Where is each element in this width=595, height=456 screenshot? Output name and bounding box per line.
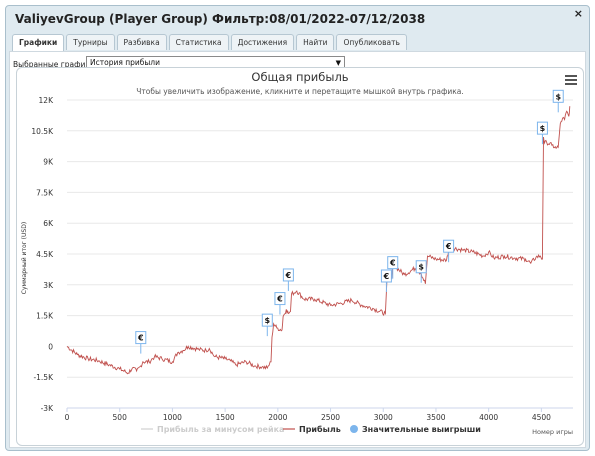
y-tick-label: 6K: [43, 219, 54, 228]
tab-publish[interactable]: Опубликовать: [336, 34, 407, 50]
x-tick-label: 0: [65, 413, 70, 422]
tab-bar: Графики Турниры Разбивка Статистика Дост…: [12, 34, 407, 51]
hamburger-menu-icon[interactable]: [565, 75, 577, 85]
y-tick-label: 7.5K: [36, 188, 54, 197]
legend-item-big-wins[interactable]: Значительные выигрыши: [362, 425, 481, 434]
flag-symbol: €: [389, 259, 396, 268]
big-win-flag[interactable]: €: [387, 256, 399, 279]
big-win-flag[interactable]: €: [274, 292, 286, 315]
chart-select-value: История прибыли: [90, 58, 160, 67]
player-group-window: ValiyevGroup (Player Group) Фильтр:08/01…: [5, 5, 590, 451]
big-win-flag[interactable]: $: [261, 313, 273, 337]
x-tick-label: 2500: [321, 413, 340, 422]
x-tick-label: 2000: [268, 413, 287, 422]
flag-symbol: €: [276, 295, 283, 304]
tab-charts[interactable]: Графики: [12, 34, 65, 51]
chart-container[interactable]: Общая прибыль Чтобы увеличить изображени…: [16, 67, 584, 446]
big-win-flag[interactable]: €: [443, 239, 455, 263]
y-axis-label: Суммарный итог (USD): [21, 222, 28, 294]
big-win-flag[interactable]: €: [135, 331, 147, 354]
y-tick-label: 0: [48, 342, 53, 351]
chart-select-label: Выбранные графики:: [13, 60, 98, 69]
y-tick-label: 9K: [43, 158, 54, 167]
big-win-flag[interactable]: $: [415, 260, 427, 283]
x-tick-label: 1000: [163, 413, 182, 422]
big-win-flag[interactable]: $: [552, 89, 564, 113]
y-tick-label: -3K: [41, 404, 54, 413]
flag-symbol: €: [285, 271, 292, 280]
chart-subtitle: Чтобы увеличить изображение, кликните и …: [136, 87, 464, 96]
y-tick-label: 1.5K: [36, 312, 54, 321]
big-win-flag[interactable]: €: [380, 269, 392, 292]
big-win-flag[interactable]: €: [282, 268, 294, 291]
tab-statistics[interactable]: Статистика: [168, 34, 229, 50]
big-win-flag[interactable]: $: [536, 121, 548, 145]
flag-symbol: $: [555, 92, 561, 101]
y-axis: -3K -1.5K 0 1.5K 3K 4.5K 6K 7.5K 9K 10.5K 12K: [31, 96, 54, 413]
series-line-profit: [66, 106, 571, 375]
flag-symbol: $: [265, 316, 271, 325]
flag-symbol: $: [418, 263, 424, 272]
legend-item-net-profit[interactable]: Прибыль за минусом рейка: [157, 424, 284, 434]
x-axis: 0 500 1000 1500 2000 2500 3000 3500 4000 4500: [65, 407, 573, 422]
legend: Прибыль за минусом рейка Прибыль Значите…: [141, 424, 481, 434]
y-tick-label: 3K: [43, 281, 54, 290]
tab-tournaments[interactable]: Турниры: [66, 34, 115, 50]
y-tick-label: 12K: [39, 96, 55, 105]
close-icon[interactable]: ×: [573, 7, 583, 20]
y-tick-label: 4.5K: [36, 250, 54, 259]
x-tick-label: 500: [113, 413, 128, 422]
y-tick-label: -1.5K: [33, 373, 54, 382]
tab-achievements[interactable]: Достижения: [230, 34, 295, 50]
x-tick-label: 4500: [532, 413, 551, 422]
x-tick-label: 3000: [374, 413, 393, 422]
y-tick-label: 10.5K: [31, 127, 54, 136]
x-tick-label: 1500: [216, 413, 235, 422]
charts-panel: Выбранные графики: История прибыли ▼ Общ…: [9, 51, 586, 448]
x-tick-label: 3500: [426, 413, 445, 422]
flag-symbol: €: [445, 242, 452, 251]
titlebar: ValiyevGroup (Player Group) Фильтр:08/01…: [6, 6, 589, 32]
x-tick-label: 4000: [479, 413, 498, 422]
flag-symbol: €: [137, 334, 144, 343]
tab-search[interactable]: Найти: [296, 34, 335, 50]
profit-chart[interactable]: Общая прибыль Чтобы увеличить изображени…: [17, 68, 583, 445]
x-axis-label: Номер игры: [532, 428, 573, 436]
flag-symbol: €: [383, 272, 390, 281]
chevron-down-icon: ▼: [335, 59, 341, 67]
tab-breakdown[interactable]: Разбивка: [116, 34, 167, 50]
legend-item-profit[interactable]: Прибыль: [299, 424, 341, 434]
flags-layer: € $ € € € € $ € $ $: [135, 89, 564, 354]
window-title: ValiyevGroup (Player Group) Фильтр:08/01…: [15, 12, 426, 26]
flag-symbol: $: [540, 124, 546, 133]
series-layer: [66, 106, 571, 375]
chart-title: Общая прибыль: [251, 70, 348, 84]
